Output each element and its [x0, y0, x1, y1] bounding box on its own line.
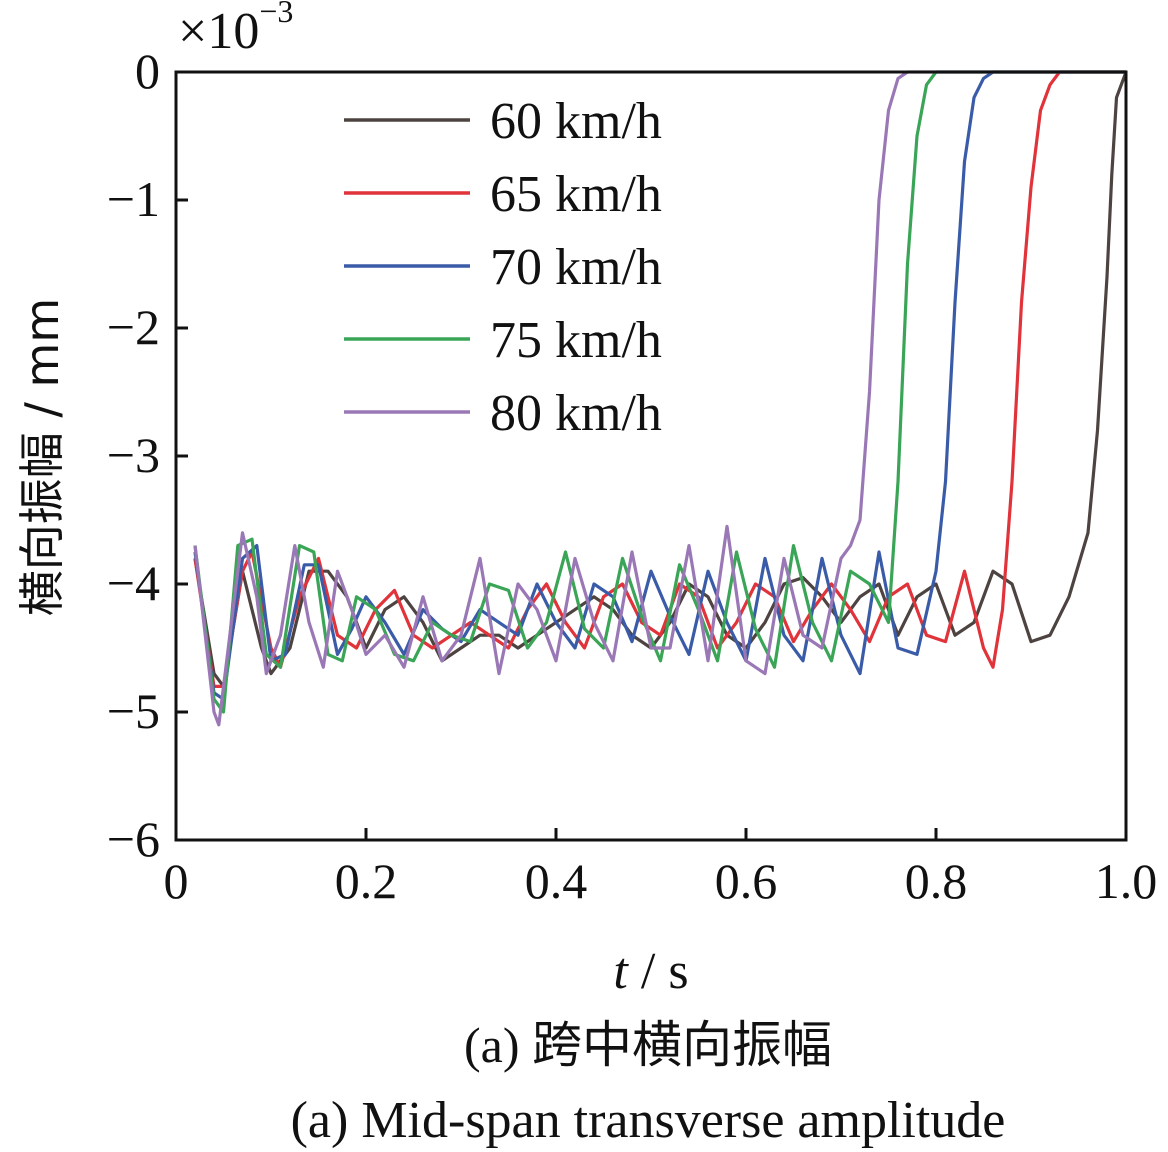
x-tick-label: 0.6 — [715, 853, 778, 909]
x-axis-unit: / s — [628, 943, 689, 1000]
caption-english: (a) Mid-span transverse amplitude — [291, 1092, 1006, 1149]
x-tick-label: 0.2 — [335, 853, 398, 909]
plot-area — [193, 70, 1126, 727]
legend-label-2: 65 km/h — [490, 166, 662, 223]
x-axis-variable: t — [613, 943, 629, 1000]
series-line-4 — [193, 70, 1126, 714]
y-tick-label: 0 — [135, 43, 160, 99]
series-line-3 — [193, 70, 1126, 701]
legend-label-3: 70 km/h — [490, 239, 662, 296]
x-tick-label: 0.4 — [525, 853, 588, 909]
y-tick-label: −1 — [107, 171, 160, 227]
axes: 0 0.2 0.4 0.6 0.8 1.0 0 −1 −2 −3 −4 −5 −6 — [107, 43, 1157, 909]
y-tick-label: −4 — [107, 555, 160, 611]
y-multiplier-exponent: −3 — [259, 0, 293, 29]
x-tick-label: 0.8 — [905, 853, 968, 909]
legend-label-1: 60 km/h — [490, 93, 662, 150]
legend: 60 km/h 65 km/h 70 km/h 75 km/h 80 km/h — [344, 93, 662, 442]
legend-label-4: 75 km/h — [490, 312, 662, 369]
legend-label-5: 80 km/h — [490, 385, 662, 442]
x-tick-label: 0 — [164, 853, 189, 909]
y-axis-title: 横向振幅 / mm — [15, 298, 69, 616]
y-tick-label: −5 — [107, 683, 160, 739]
y-multiplier: ×10−3 — [178, 0, 293, 60]
series-line-5 — [193, 70, 1126, 727]
x-tick-label: 1.0 — [1095, 853, 1158, 909]
y-tick-label: −2 — [107, 299, 160, 355]
y-tick-label: −6 — [107, 811, 160, 867]
x-axis-title: t / s — [613, 943, 688, 1000]
caption-chinese: (a) 跨中横向振幅 — [464, 1017, 832, 1073]
y-tick-label: −3 — [107, 427, 160, 483]
